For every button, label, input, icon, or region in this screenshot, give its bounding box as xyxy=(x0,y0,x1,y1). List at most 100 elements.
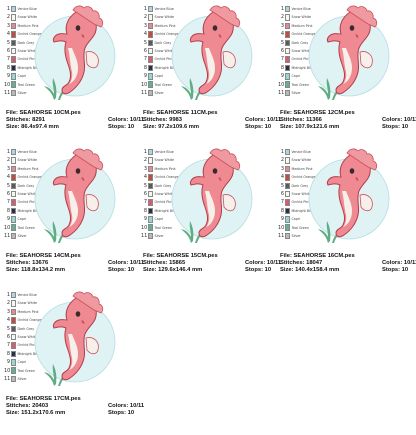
stitches-label: Stitches: xyxy=(143,117,168,124)
color-swatch xyxy=(148,14,153,21)
size-label: Size: xyxy=(280,267,294,274)
color-swatch xyxy=(148,47,153,55)
design-card[interactable]: 1 Venice Blue 2 Snow White 3 Medium Pink 4 Orch… xyxy=(278,145,416,288)
legend-row: 4 Orchid Orange xyxy=(278,30,318,38)
legend-color-name: Venice Blue xyxy=(17,7,37,11)
color-swatch xyxy=(11,325,16,332)
legend-row: 8 Midnight Blue xyxy=(4,64,44,72)
legend-color-name: Venice Blue xyxy=(291,150,311,154)
legend-row: 5 Dark Grey xyxy=(4,325,44,333)
legend-color-name: Snow White xyxy=(17,301,38,306)
size-label: Size: xyxy=(6,410,20,417)
seahorse-icon xyxy=(189,148,241,238)
legend-color-name: Orchid Orange xyxy=(154,175,179,180)
design-card[interactable]: 1 Venice Blue 2 Snow White 3 Medium Pink 4 Orch… xyxy=(278,2,416,145)
seahorse-design-image xyxy=(171,5,253,100)
design-card[interactable]: 1 Venice Blue 2 Snow White 3 Medium Pink 4 Orch… xyxy=(141,2,281,145)
legend-number: 1 xyxy=(6,6,10,12)
legend-row: 10 Teal Green xyxy=(278,224,318,232)
color-legend: 1 Venice Blue 2 Snow White 3 Medium Pink 4 Orch… xyxy=(141,5,181,97)
legend-row: 9 Capri xyxy=(141,215,181,223)
legend-number: 8 xyxy=(280,207,284,214)
legend-color-name: Orchid Orange xyxy=(291,175,316,180)
colors-value: 10/11 xyxy=(266,117,282,124)
color-swatch xyxy=(11,350,16,358)
legend-color-name: Snow White xyxy=(17,15,38,20)
legend-row: 6 Snow White xyxy=(4,47,44,55)
legend-row: 3 Medium Pink xyxy=(4,22,44,30)
legend-color-name: Venice Blue xyxy=(17,150,37,154)
stops-value: 10 xyxy=(264,267,272,274)
legend-row: 1 Venice Blue xyxy=(141,148,181,156)
legend-number: 11 xyxy=(141,232,148,239)
legend-number: 3 xyxy=(143,165,147,172)
color-swatch xyxy=(148,39,153,46)
color-swatch xyxy=(11,300,16,307)
legend-color-name: Orchid Pink xyxy=(154,200,174,205)
seahorse-design-image xyxy=(308,5,390,100)
size-value: 118.8x134.2 mm xyxy=(21,267,65,274)
legend-number: 1 xyxy=(280,6,284,12)
design-card[interactable]: 1 Venice Blue 2 Snow White 3 Medium Pink 4 Orch… xyxy=(141,145,281,288)
legend-color-name: Venice Blue xyxy=(17,293,37,297)
color-swatch xyxy=(285,182,290,189)
legend-number: 1 xyxy=(143,149,147,155)
legend-row: 10 Teal Green xyxy=(4,81,44,89)
colors-label: Colors: xyxy=(108,117,129,124)
color-swatch xyxy=(11,5,16,13)
stitches-value: 11366 xyxy=(306,117,322,124)
legend-color-name: Midnight Blue xyxy=(17,351,41,356)
legend-number: 4 xyxy=(280,174,284,181)
seahorse-icon xyxy=(326,5,378,95)
legend-row: 7 Orchid Pink xyxy=(4,55,44,63)
colors-label: Colors: xyxy=(382,260,403,267)
legend-row: 11 Silver xyxy=(278,232,318,240)
legend-row: 7 Orchid Pink xyxy=(4,198,44,206)
design-card[interactable]: 1 Venice Blue 2 Snow White 3 Medium Pink 4 Orch… xyxy=(4,288,144,431)
legend-color-name: Dark Grey xyxy=(154,183,172,188)
legend-row: 9 Capri xyxy=(278,215,318,223)
legend-row: 1 Venice Blue xyxy=(278,148,318,156)
color-swatch xyxy=(11,56,16,63)
legend-row: 4 Orchid Orange xyxy=(141,30,181,38)
legend-number: 5 xyxy=(280,39,284,46)
legend-number: 6 xyxy=(280,190,284,197)
design-card[interactable]: 1 Venice Blue 2 Snow White 3 Medium Pink 4 Orch… xyxy=(4,145,144,288)
stops-value: 10 xyxy=(127,124,135,131)
design-card[interactable]: 1 Venice Blue 2 Snow White 3 Medium Pink 4 Orch… xyxy=(4,2,144,145)
legend-number: 8 xyxy=(143,64,147,71)
color-swatch xyxy=(11,73,16,80)
colors-label: Colors: xyxy=(108,260,129,267)
legend-row: 2 Snow White xyxy=(141,13,181,21)
color-swatch xyxy=(11,291,16,299)
stitches-value: 18047 xyxy=(306,260,323,267)
legend-number: 4 xyxy=(280,31,284,38)
stitches-value: 8291 xyxy=(32,117,46,124)
legend-color-name: Orchid Orange xyxy=(17,32,42,37)
stops-label: Stops: xyxy=(108,267,127,274)
legend-row: 3 Medium Pink xyxy=(278,22,318,30)
legend-color-name: Capri xyxy=(154,74,164,79)
color-swatch xyxy=(11,232,16,240)
legend-color-name: Silver xyxy=(17,90,27,95)
color-swatch xyxy=(148,56,153,63)
legend-row: 4 Orchid Orange xyxy=(141,173,181,181)
colors-value: 10/11 xyxy=(403,117,416,124)
legend-number: 8 xyxy=(280,64,284,71)
color-legend: 1 Venice Blue 2 Snow White 3 Medium Pink 4 Orch… xyxy=(278,148,318,240)
color-swatch xyxy=(11,89,16,97)
legend-row: 2 Snow White xyxy=(278,156,318,164)
legend-number: 2 xyxy=(6,14,10,21)
color-swatch xyxy=(11,342,16,349)
file-label: File: xyxy=(6,110,18,116)
legend-color-name: Teal Green xyxy=(291,82,309,87)
color-swatch xyxy=(148,216,153,223)
legend-row: 1 Venice Blue xyxy=(141,5,181,13)
legend-row: 6 Snow White xyxy=(4,190,44,198)
legend-color-name: Midnight Blue xyxy=(154,208,178,213)
legend-color-name: Dark Grey xyxy=(17,40,35,45)
legend-row: 4 Orchid Orange xyxy=(4,316,44,324)
legend-number: 1 xyxy=(280,149,284,155)
file-label: File: xyxy=(6,253,18,259)
legend-color-name: Medium Pink xyxy=(291,166,313,171)
